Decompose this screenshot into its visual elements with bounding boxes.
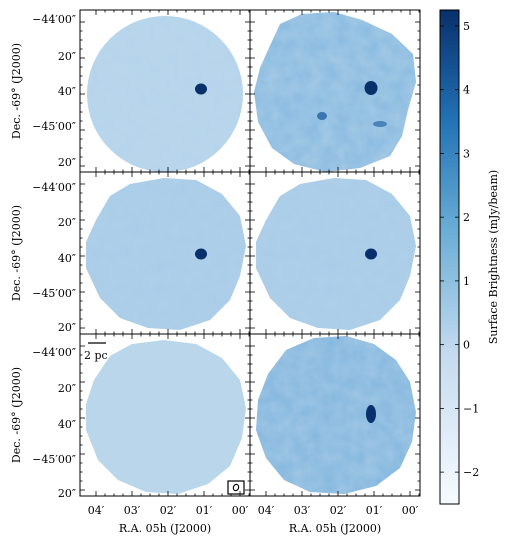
colorbar-tick-label: −2 — [463, 466, 479, 479]
y-axis-label-top: Dec. -69° (J2000) — [10, 43, 23, 139]
radio-source — [195, 248, 207, 260]
panel-bottom-left: 2 pc — [84, 340, 246, 495]
beam-indicator — [227, 480, 245, 495]
y-tick-label: 20″ — [58, 216, 76, 229]
x-axis-label-right: R.A. 05h (J2000) — [289, 522, 381, 535]
radio-source — [365, 248, 377, 260]
axis-ticks — [80, 10, 420, 496]
y-tick-label: 20″ — [58, 487, 76, 500]
y-tick-labels-top: −44′00″ 20″ 40″ −45′00″ 20″ — [32, 13, 76, 169]
x-tick-label: 00′ — [232, 504, 249, 517]
x-tick-label: 04′ — [88, 504, 105, 517]
y-tick-label: 20″ — [58, 382, 76, 395]
y-axis-label-middle: Dec. -69° (J2000) — [10, 205, 23, 301]
y-tick-label: −44′00″ — [32, 346, 76, 359]
y-tick-label: 40″ — [58, 418, 76, 431]
colorbar-tick-label: 4 — [463, 84, 470, 97]
x-tick-label: 01′ — [366, 504, 383, 517]
y-tick-label: 40″ — [58, 85, 76, 98]
x-tick-label: 03′ — [124, 504, 141, 517]
radio-source — [195, 83, 207, 95]
colorbar-tick-label: 0 — [463, 339, 470, 352]
y-tick-label: −45′00″ — [32, 287, 76, 300]
scale-bar-label: 2 pc — [84, 349, 108, 362]
x-tick-label: 02′ — [330, 504, 347, 517]
x-tick-labels-left: 04′ 03′ 02′ 01′ 00′ — [88, 504, 249, 517]
y-tick-labels-middle: −44′00″ 20″ 40″ −45′00″ 20″ — [32, 181, 76, 334]
x-tick-labels-right: 04′ 03′ 02′ 01′ 00′ — [258, 504, 419, 517]
y-axis-label-bottom: Dec. -69° (J2000) — [10, 367, 23, 463]
panel-bottom-right — [256, 336, 416, 494]
y-tick-label: −44′00″ — [32, 13, 76, 26]
radio-source — [366, 405, 376, 423]
colorbar-tick-label: 3 — [463, 147, 470, 160]
x-axis-label-left: R.A. 05h (J2000) — [119, 522, 211, 535]
y-tick-label: 40″ — [58, 252, 76, 265]
y-tick-label: −44′00″ — [32, 181, 76, 194]
y-tick-label: −45′00″ — [32, 453, 76, 466]
colorbar-tick-label: −1 — [463, 402, 479, 415]
panel-top-right — [254, 12, 416, 172]
y-tick-label: −45′00″ — [32, 120, 76, 133]
x-tick-label: 02′ — [160, 504, 177, 517]
x-tick-label: 04′ — [258, 504, 275, 517]
panel-middle-right — [256, 178, 416, 330]
colorbar-tick-label: 1 — [463, 275, 470, 288]
y-tick-label: 20″ — [58, 321, 76, 334]
colorbar-tick-label: 5 — [463, 20, 470, 33]
x-tick-label: 03′ — [294, 504, 311, 517]
colorbar-tick-label: 2 — [463, 211, 470, 224]
y-tick-labels-bottom: −44′00″ 20″ 40″ −45′00″ 20″ — [32, 346, 76, 500]
radio-source — [364, 81, 378, 95]
x-tick-label: 01′ — [196, 504, 213, 517]
panel-middle-left — [86, 178, 246, 330]
scale-bar: 2 pc — [84, 342, 108, 362]
colorbar-gradient — [439, 9, 460, 505]
colorbar: 5 4 3 2 1 0 −1 −2 Surface Brightness (mJy/beam) — [439, 9, 500, 505]
y-tick-label: 20″ — [58, 156, 76, 169]
colorbar-label: Surface Brightness (mJy/beam) — [487, 170, 500, 344]
y-tick-label: 20″ — [58, 50, 76, 63]
x-tick-label: 00′ — [402, 504, 419, 517]
panel-top-left — [87, 16, 243, 172]
